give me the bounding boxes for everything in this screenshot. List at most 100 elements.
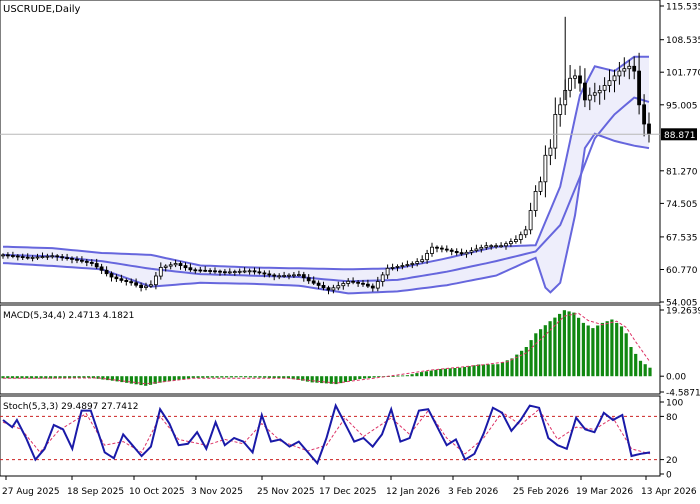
macd-bar <box>215 376 219 378</box>
candle-body <box>99 266 104 271</box>
price-axis-label: 54.005 <box>666 299 698 309</box>
macd-bar <box>1 376 5 379</box>
candle-body <box>10 255 15 257</box>
candle-body <box>538 181 543 192</box>
candle-body <box>109 273 114 278</box>
time-axis-label: 12 Jan 2026 <box>386 487 440 497</box>
candle-body <box>425 252 430 261</box>
macd-bar <box>539 329 543 377</box>
macd-bar <box>267 376 271 378</box>
candle-body <box>439 247 444 250</box>
candle-body <box>395 265 400 268</box>
candle-body <box>602 85 607 91</box>
macd-bar <box>615 322 619 377</box>
candle-body <box>469 250 474 253</box>
macd-bar <box>472 365 476 377</box>
time-axis-label: 25 Feb 2026 <box>513 487 569 497</box>
macd-axis-label: 19.2639 <box>666 307 700 317</box>
candle-body <box>430 246 434 254</box>
macd-bar <box>101 376 105 380</box>
candle-body <box>464 251 469 255</box>
candle-body <box>336 285 341 289</box>
time-axis-label: 3 Feb 2026 <box>448 487 499 497</box>
candle-body <box>523 229 528 236</box>
price-panel[interactable]: USCRUDE,Daily 115.535 108.535 101.770 95.00… <box>0 0 700 309</box>
macd-bar <box>496 364 500 377</box>
middle-band-line <box>2 96 650 283</box>
candle-body <box>568 77 572 91</box>
macd-bar <box>167 376 172 382</box>
macd-bar <box>39 376 43 379</box>
candle-body <box>365 283 370 287</box>
macd-bar <box>110 376 114 381</box>
macd-bar <box>415 373 419 377</box>
candle-body <box>583 82 587 101</box>
macd-bar <box>558 313 562 377</box>
candle-body <box>75 258 79 261</box>
candle-body <box>553 114 558 149</box>
macd-bar <box>500 362 505 377</box>
macd-bar <box>305 376 310 382</box>
candle-body <box>287 274 291 277</box>
candle-body <box>479 246 484 250</box>
candle-body <box>203 269 208 272</box>
candle-body <box>1 254 5 257</box>
macd-bar <box>234 376 238 378</box>
macd-bar <box>315 376 319 383</box>
stochastic-axis-label: 0 <box>666 471 672 481</box>
macd-bar <box>272 376 276 378</box>
candle-body <box>385 267 390 276</box>
macd-bar <box>282 376 286 379</box>
stochastic-axis: 100 80 20 0 <box>660 399 683 481</box>
macd-bar <box>196 376 200 378</box>
macd-bar <box>363 376 367 379</box>
macd-bar <box>115 376 119 382</box>
candle-body <box>282 275 287 277</box>
candle-body <box>55 255 60 258</box>
macd-bar <box>120 376 124 383</box>
candle-body <box>341 283 346 287</box>
stochastic-axis-label: 80 <box>666 413 678 423</box>
candle-body <box>454 250 459 254</box>
candle-body <box>153 275 158 286</box>
candle-body <box>592 92 597 96</box>
candle-body <box>183 265 188 269</box>
stochastic-panel[interactable]: Stoch(5,3,3) 29.4897 27.7412 100 80 20 0 <box>0 395 683 481</box>
candle-body <box>301 274 306 279</box>
macd-panel[interactable]: MACD(5,34,4) 2.4713 4.1821 19.2639 0.00 -4… <box>0 304 700 399</box>
macd-bar <box>134 376 138 385</box>
macd-bar <box>263 376 267 378</box>
macd-bar <box>619 326 624 377</box>
candle-body <box>20 256 25 259</box>
macd-bar <box>82 376 86 378</box>
candle-body <box>188 267 193 271</box>
candle-body <box>25 256 30 259</box>
macd-bar <box>320 376 324 384</box>
candle-body <box>311 280 316 284</box>
macd-bar <box>405 375 409 377</box>
macd-bar <box>391 376 395 377</box>
time-axis-label: 3 Nov 2025 <box>191 487 243 497</box>
candle-body <box>632 65 637 72</box>
current-price-label: 88.871 <box>664 131 696 141</box>
candle-body <box>139 284 144 289</box>
candle-body <box>129 281 134 284</box>
macd-bar <box>49 376 53 379</box>
candle-body <box>484 245 489 248</box>
candle-body <box>543 154 548 183</box>
macd-bar <box>410 374 414 377</box>
macd-bar <box>186 376 191 379</box>
macd-bar <box>291 376 295 380</box>
candle-body <box>405 264 410 266</box>
candle-body <box>514 239 518 242</box>
candle-body <box>390 266 395 269</box>
time-axis-label: 19 Mar 2026 <box>576 487 633 497</box>
macd-bar <box>600 322 604 377</box>
candle-body <box>331 287 336 291</box>
macd-bar <box>163 376 167 382</box>
macd-bar <box>277 376 281 379</box>
candle-body <box>612 75 617 82</box>
candle-body <box>144 285 148 288</box>
stochastic-levels <box>0 415 660 461</box>
